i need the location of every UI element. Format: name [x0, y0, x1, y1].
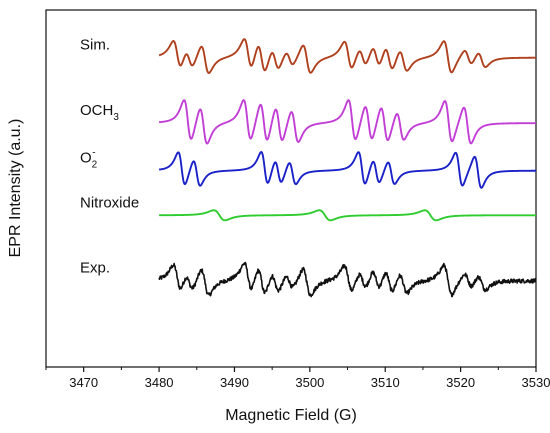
- series-label: Exp.: [80, 260, 110, 277]
- series-label: Sim.: [80, 37, 110, 54]
- series-line-och3: [158, 99, 537, 145]
- x-axis-ticks: 3470 3480 3490 3500 3510 3520 3530: [45, 367, 550, 390]
- series-line-nitroxide: [158, 209, 537, 222]
- x-tick-label: 3510: [371, 375, 400, 390]
- plot-frame: [45, 9, 537, 368]
- series-label: Nitroxide: [80, 194, 139, 211]
- series-line-sim-: [158, 38, 537, 74]
- series-line-o2-: [158, 151, 537, 189]
- y-axis-title: EPR Intensity (a.u.): [7, 119, 24, 258]
- x-tick-label: 3500: [295, 375, 324, 390]
- series-label: O2-: [80, 148, 98, 171]
- x-tick-label: 3480: [145, 375, 174, 390]
- x-axis-title: Magnetic Field (G): [225, 407, 357, 424]
- spectra-traces: [158, 38, 537, 298]
- x-tick-label: 3530: [522, 375, 550, 390]
- x-tick-label: 3490: [220, 375, 249, 390]
- series-line-exp-: [158, 261, 537, 298]
- series-label: OCH3: [80, 102, 119, 123]
- x-tick-label: 3470: [69, 375, 98, 390]
- x-tick-label: 3520: [446, 375, 475, 390]
- series-labels: Sim. OCH3 O2- Nitroxide Exp.: [80, 37, 139, 277]
